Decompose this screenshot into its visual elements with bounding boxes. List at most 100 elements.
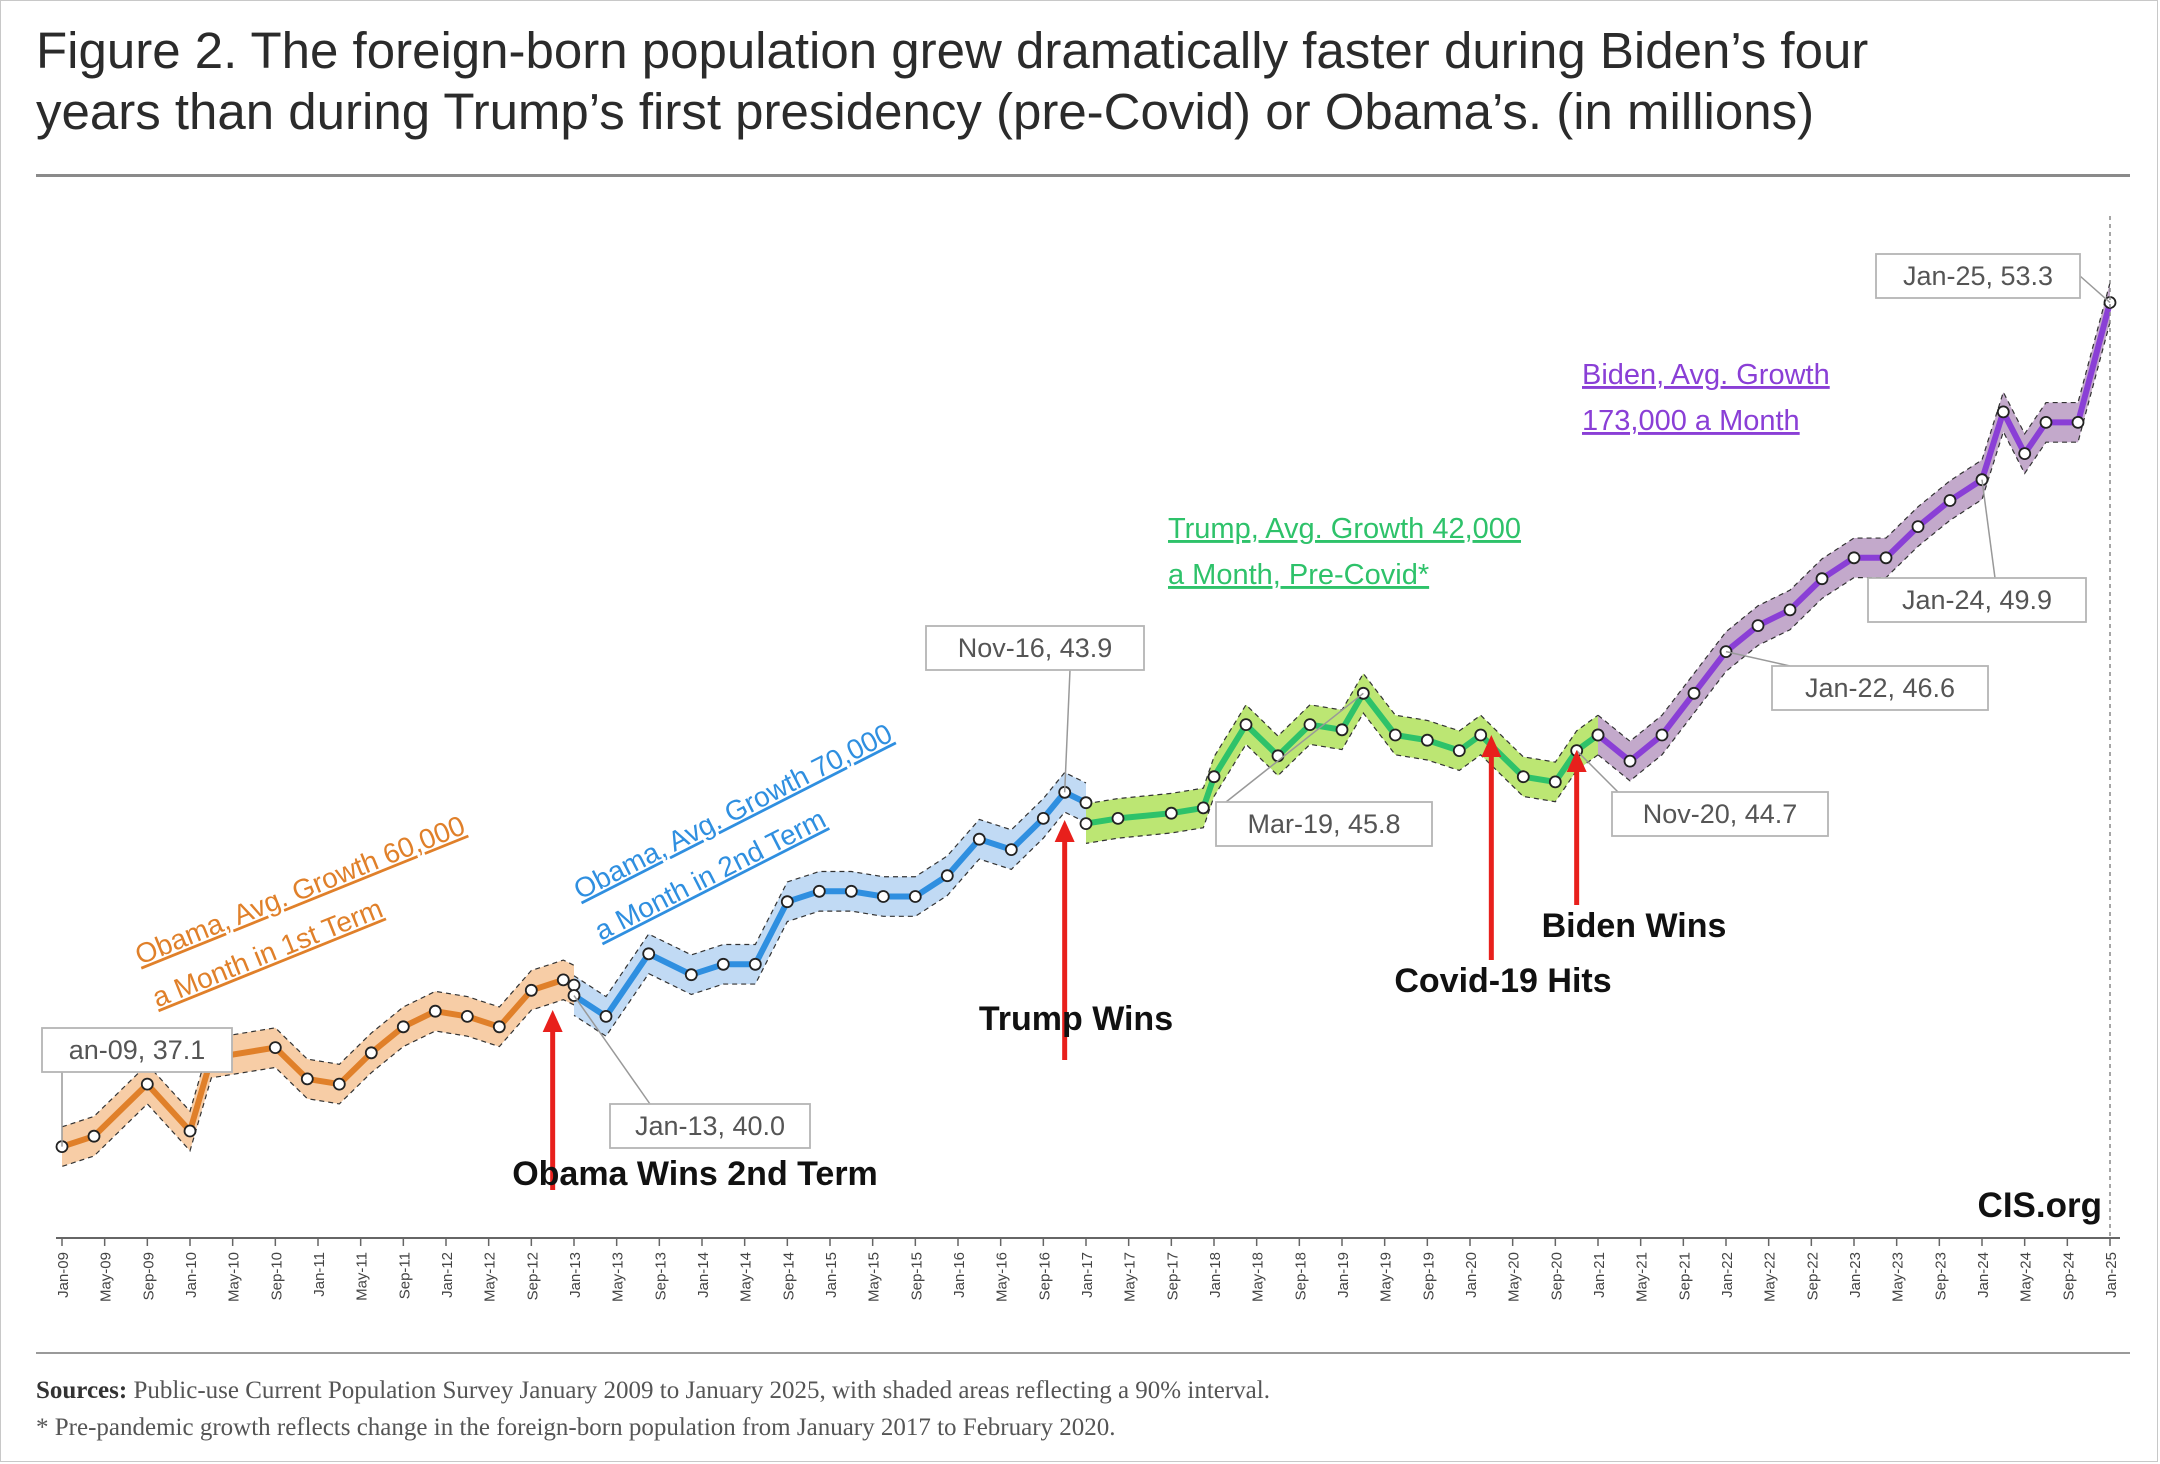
x-tick-label: Sep-11: [396, 1252, 413, 1299]
x-tick-label: Jan-24: [1975, 1252, 1992, 1298]
callout-leader: [2079, 275, 2111, 304]
point-callouts: an-09, 37.1 Jan-13, 40.0 Nov-16, 43.9 Mar-1…: [41, 253, 2111, 1149]
x-tick-label: May-20: [1506, 1252, 1523, 1302]
point-obama2-2013-08: [642, 947, 656, 961]
point-trump-2019-09: [1420, 733, 1434, 747]
x-tick-label: May-13: [610, 1252, 627, 1302]
event-arrow-head: [1481, 735, 1502, 757]
x-tick-label: Sep-15: [908, 1252, 925, 1300]
point-obama1-2009-09: [140, 1077, 154, 1091]
event-arrow-head: [542, 1010, 563, 1032]
callout-label: Jan-24, 49.9: [1902, 585, 2052, 615]
callout-label: Nov-16, 43.9: [958, 633, 1113, 663]
point-obama1-2009-04: [87, 1129, 101, 1143]
sources-text: Public-use Current Population Survey Jan…: [133, 1377, 1270, 1404]
point-obama1-2013-01: [567, 978, 581, 992]
x-tick-label: May-22: [1762, 1252, 1779, 1302]
point-obama2-2014-06: [748, 957, 762, 971]
point-biden-2022-01: [1719, 645, 1733, 659]
point-obama2-2015-03: [844, 884, 858, 898]
event-label: Obama Wins 2nd Term: [512, 1155, 878, 1193]
callout-label: Jan-25, 53.3: [1903, 261, 2053, 291]
x-tick-label: Jan-17: [1079, 1252, 1096, 1298]
point-trump-2018-10: [1303, 718, 1317, 731]
x-tick-label: Jan-20: [1463, 1252, 1480, 1298]
x-tick-label: May-18: [1250, 1252, 1267, 1302]
x-tick-label: Sep-22: [1804, 1252, 1821, 1300]
callout-box: [609, 1103, 811, 1149]
point-biden-2023-01: [1847, 551, 1861, 565]
chart-title-line-1: Figure 2. The foreign-born population gr…: [36, 22, 1869, 79]
point-biden-2023-04: [1879, 551, 1893, 565]
callout-leader: [1063, 669, 1071, 793]
point-biden-2024-05: [2018, 447, 2032, 461]
point-obama2-2013-04: [599, 1010, 613, 1023]
callout-box: [1215, 801, 1433, 847]
x-tick-label: May-19: [1378, 1252, 1395, 1302]
x-tick-label: May-21: [1634, 1252, 1651, 1302]
annotation-line: Trump, Avg. Growth 42,000: [1168, 513, 1521, 545]
point-trump-2017-04: [1111, 812, 1125, 825]
x-tick-label: Jan-14: [695, 1252, 712, 1298]
callout-box: [925, 625, 1145, 671]
point-trump-2019-06: [1388, 728, 1402, 742]
band-trump: [1086, 673, 1598, 844]
x-tick-label: Jan-22: [1719, 1252, 1736, 1298]
x-tick-label: May-24: [2018, 1252, 2035, 1302]
band-upper-trump: [1085, 672, 1599, 805]
callout-box: [1771, 665, 1989, 711]
point-biden-2021-10: [1687, 686, 1701, 700]
point-biden-2021-04: [1623, 754, 1637, 768]
point-trump-2017-01: [1079, 817, 1093, 830]
point-obama1-2011-12: [428, 1004, 442, 1018]
point-obama1-2010-01: [183, 1124, 197, 1138]
callout-leader: [573, 995, 651, 1105]
line-chart: Jan-09 May-09 Sep-09 Jan-10 May-10 Sep-10 Jan-…: [41, 216, 2120, 1302]
callout-label: Jan-22, 46.6: [1805, 673, 1955, 703]
callout-leader: [1725, 650, 1791, 667]
x-tick-label: May-11: [354, 1252, 371, 1301]
event-arrow-head: [1054, 820, 1075, 842]
point-trump-2020-02: [1474, 728, 1488, 742]
x-tick-label: May-15: [866, 1252, 883, 1302]
point-biden-2024-03: [1996, 405, 2010, 419]
point-obama2-2014-09: [780, 895, 794, 909]
point-obama1-2011-03: [332, 1077, 346, 1091]
callout-box: [41, 1027, 233, 1073]
point-obama2-2013-12: [684, 968, 698, 982]
point-obama2-2017-01: [1079, 796, 1093, 810]
x-tick-label: Sep-12: [524, 1252, 541, 1300]
band-lower-obama2: [573, 811, 1087, 1037]
x-tick-label: Sep-16: [1036, 1252, 1053, 1300]
point-biden-2021-07: [1655, 728, 1669, 742]
callout-leader: [1225, 692, 1364, 803]
callout-box: [1867, 577, 2087, 623]
x-tick-label: Jan-16: [951, 1252, 968, 1298]
x-tick-label: Jan-09: [55, 1252, 72, 1298]
annotation-line: 173,000 a Month: [1582, 405, 1800, 437]
point-obama2-2015-12: [940, 869, 954, 883]
annotation-line: Biden, Avg. Growth: [1582, 359, 1830, 391]
annotation-trump: Trump, Avg. Growth 42,000 a Month, Pre-Co…: [1168, 513, 1521, 591]
footnote-line: * Pre-pandemic growth reflects change in…: [36, 1414, 1116, 1441]
event-label: Biden Wins: [1542, 907, 1727, 945]
point-trump-2017-12: [1196, 801, 1210, 815]
point-trump-2020-09: [1548, 775, 1562, 789]
x-tick-label: May-09: [98, 1252, 115, 1302]
x-tick-label: Sep-24: [2060, 1252, 2077, 1300]
point-trump-2018-07: [1271, 749, 1285, 763]
x-tick-label: May-10: [226, 1252, 243, 1302]
x-tick-label: Sep-17: [1164, 1252, 1181, 1300]
point-obama1-2011-09: [396, 1020, 410, 1034]
event-arrow-head: [1566, 750, 1587, 772]
sources-line: Sources: Public-use Current Population S…: [36, 1372, 2116, 1409]
chart-title-line-2: years than during Trump’s first presiden…: [36, 83, 1815, 140]
sources-label: Sources:: [36, 1377, 128, 1404]
x-tick-label: Jan-11: [311, 1252, 328, 1297]
x-tick-label: May-16: [994, 1252, 1011, 1302]
x-tick-label: Sep-10: [268, 1252, 285, 1300]
point-obama1-2012-06: [492, 1020, 506, 1034]
annotation-line: a Month, Pre-Covid*: [1168, 559, 1429, 591]
